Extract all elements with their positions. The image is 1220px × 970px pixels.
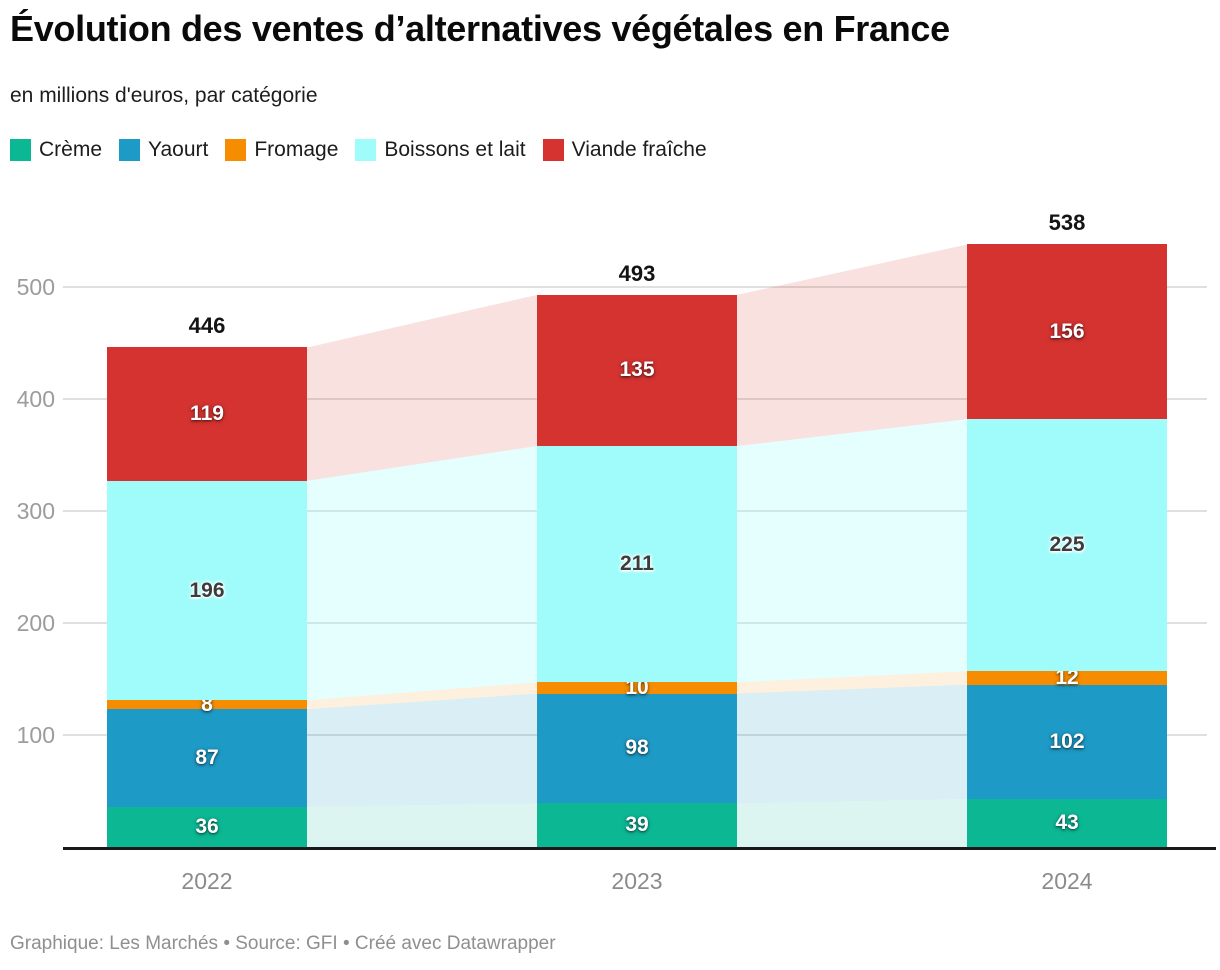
total-value-label: 493: [618, 260, 656, 286]
legend-item-4: Viande fraîche: [542, 138, 707, 162]
legend-label: Crème: [39, 138, 103, 161]
segment-value-label: 102: [1049, 729, 1085, 753]
connector-band: [737, 419, 967, 683]
chart-credit: Graphique: Les Marchés • Source: GFI • C…: [10, 933, 556, 954]
segment-value-label: 8: [201, 692, 213, 716]
bar-segment: [537, 693, 737, 804]
gridline: [63, 286, 1207, 288]
segment-value-label: 39: [625, 813, 649, 837]
bar-segment: [967, 419, 1167, 672]
legend-label: Viande fraîche: [571, 138, 707, 161]
segment-value-label: 211: [620, 552, 654, 576]
x-axis-category-label: 2024: [1041, 868, 1093, 894]
connector-band: [307, 693, 537, 807]
chart-plot-area: 100 200 300 400 500 36 87 8 196 119 446 2022 39 98 10 2…: [0, 180, 1220, 910]
x-axis-line: [63, 847, 1216, 850]
segment-value-label: 156: [1049, 319, 1085, 343]
bar-segment: [537, 294, 737, 447]
bar-segment: [967, 671, 1167, 685]
y-axis-tick-label: 100: [16, 722, 55, 748]
connector-band: [307, 446, 537, 701]
chart-subtitle: en millions d'euros, par catégorie: [10, 84, 318, 107]
bar-segment: [107, 709, 307, 807]
legend-swatch: [10, 139, 31, 161]
bar-segment: [967, 244, 1167, 420]
x-axis-category-label: 2022: [181, 868, 233, 894]
total-value-label: 538: [1048, 210, 1086, 236]
segment-value-label: 119: [190, 402, 224, 426]
y-axis-tick-label: 200: [16, 610, 55, 636]
legend: Crème Yaourt Fromage Boissons et lait Viande…: [10, 138, 707, 162]
legend-item-3: Boissons et lait: [355, 138, 526, 162]
bar-segment: [537, 803, 737, 847]
segment-value-label: 225: [1049, 533, 1085, 557]
segment-value-label: 87: [195, 745, 219, 769]
legend-item-2: Fromage: [225, 138, 338, 162]
bar-segment: [107, 806, 307, 847]
segment-value-label: 36: [195, 814, 219, 838]
bar-segment: [967, 798, 1167, 847]
connector-bands-layer: [307, 244, 967, 847]
y-axis-tick-label: 400: [16, 386, 55, 412]
segment-value-label: 196: [189, 578, 225, 602]
legend-swatch: [119, 139, 141, 161]
bar-segment: [537, 446, 737, 683]
connector-band: [307, 803, 537, 847]
legend-label: Fromage: [254, 138, 339, 161]
x-axis-category-label: 2023: [611, 868, 663, 894]
connector-band: [307, 682, 537, 710]
legend-swatch: [355, 139, 377, 161]
legend-item-0: Crème: [10, 138, 102, 162]
y-axis-tick-label: 300: [16, 498, 55, 524]
chart-title: Évolution des ventes d’alternatives végé…: [10, 8, 950, 49]
bar-segment: [107, 480, 307, 701]
legend-item-1: Yaourt: [119, 138, 208, 162]
legend-label: Yaourt: [148, 138, 209, 161]
connector-band: [307, 294, 537, 481]
bar-segment: [537, 682, 737, 694]
segment-value-label: 12: [1055, 665, 1079, 689]
legend-swatch: [225, 139, 247, 161]
bar-segment: [967, 684, 1167, 799]
segment-value-label: 98: [625, 736, 649, 760]
connector-band: [737, 684, 967, 804]
segment-value-label: 43: [1055, 810, 1079, 834]
connector-band: [737, 244, 967, 447]
legend-label: Boissons et lait: [384, 138, 526, 161]
y-axis-tick-label: 500: [16, 274, 55, 300]
total-value-label: 446: [188, 313, 226, 339]
legend-swatch: [542, 139, 564, 161]
connector-band: [737, 671, 967, 694]
segment-value-label: 135: [619, 358, 655, 382]
bar-segment: [107, 347, 307, 481]
connector-band: [737, 798, 967, 847]
bar-segment: [107, 700, 307, 710]
